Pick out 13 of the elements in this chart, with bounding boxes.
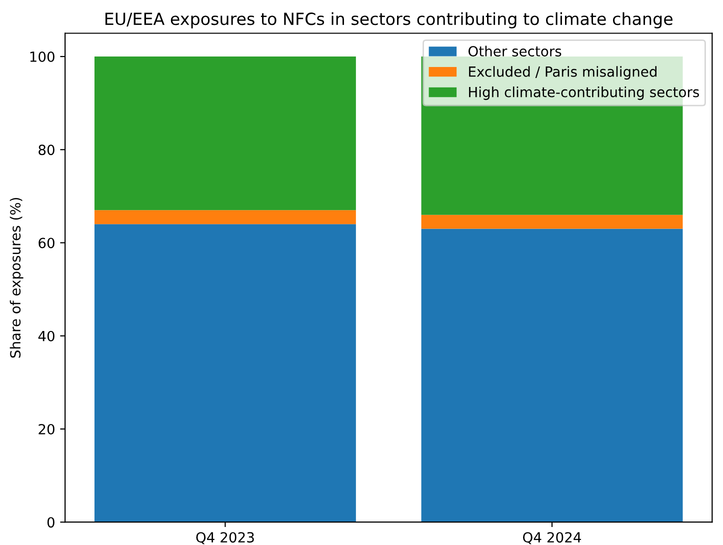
y-tick-label: 100 — [30, 51, 54, 62]
y-tick-label: 80 — [38, 144, 54, 156]
y-tick-label: 60 — [38, 238, 54, 248]
x-tick-label: Q4 2023 — [196, 532, 254, 544]
chart-title: EU/EEA exposures to NFCs in sectors contributing to climate change — [105, 12, 672, 28]
legend-label: Other sectors — [468, 46, 562, 56]
legend-label: Excluded / Paris misaligned — [469, 66, 656, 80]
y-tick-label: 40 — [38, 330, 54, 342]
x-tick-label: Q4 2024 — [523, 532, 582, 544]
y-tick-label: 20 — [38, 424, 54, 434]
y-axis-title: Share of exposures (%) — [10, 198, 24, 358]
legend-label: High climate-contributing sectors — [469, 86, 699, 100]
y-tick-label: 0 — [47, 517, 54, 528]
